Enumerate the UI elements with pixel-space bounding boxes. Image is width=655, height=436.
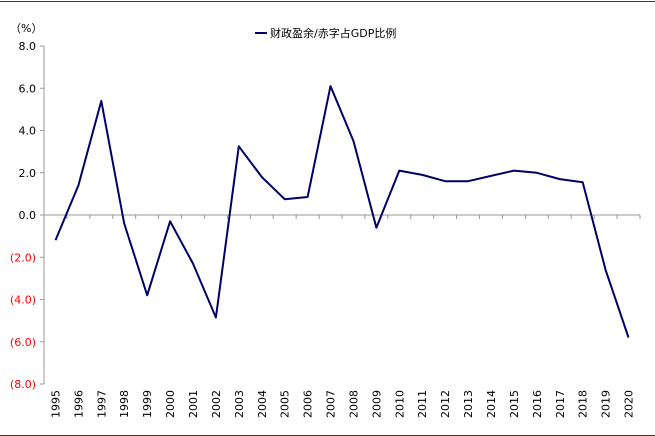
x-tick-label: 2004 xyxy=(256,390,269,418)
x-axis: 1995 1996 1997 1998 1999 2000 2001 2002 2003 2004… xyxy=(43,214,641,418)
series-line-0 xyxy=(54,85,630,338)
x-tick-label: 2000 xyxy=(164,390,177,418)
x-tick-label: 2014 xyxy=(485,390,498,418)
y-tick-label: 2.0 xyxy=(19,167,37,180)
x-tick-label: 2006 xyxy=(302,390,315,418)
y-axis: 8.0 6.0 4.0 2.0 0.0 (2.0) (4.0) (6.0) (8.0) xyxy=(10,40,45,391)
y-tick-label: (8.0) xyxy=(10,378,36,391)
y-tick-label: 0.0 xyxy=(19,209,37,222)
x-tick-label: 2010 xyxy=(393,390,406,418)
x-tick-label: 1996 xyxy=(72,390,85,418)
x-tick-label: 1998 xyxy=(118,390,131,418)
x-tick-label: 2001 xyxy=(187,390,200,418)
x-tick-label: 2019 xyxy=(600,390,613,418)
x-tick-label: 2012 xyxy=(439,390,452,418)
y-tick-label: 4.0 xyxy=(19,125,37,138)
chart-legend: 财政盈余/赤字占GDP比例 xyxy=(255,26,396,40)
series-layer xyxy=(54,85,630,338)
x-tick-label: 2011 xyxy=(416,390,429,418)
y-unit-label: （%） xyxy=(10,22,42,35)
x-tick-label: 2008 xyxy=(347,390,360,418)
x-tick-label: 1995 xyxy=(49,390,62,418)
top-border-rule xyxy=(0,1,655,2)
x-tick-label: 2003 xyxy=(233,390,246,418)
x-tick-label: 2007 xyxy=(325,390,338,418)
y-tick-label: 8.0 xyxy=(19,40,37,53)
x-tick-label: 2013 xyxy=(462,390,475,418)
x-tick-label: 1997 xyxy=(95,390,108,418)
x-tick-label: 2020 xyxy=(623,390,636,418)
y-tick-label: (2.0) xyxy=(10,251,36,264)
x-tick-label: 2018 xyxy=(577,390,590,418)
y-tick-label: 6.0 xyxy=(19,82,37,95)
x-tick-label: 1999 xyxy=(141,390,154,418)
legend-label: 财政盈余/赤字占GDP比例 xyxy=(270,26,396,40)
x-tick-label: 2005 xyxy=(279,390,292,418)
x-tick-label: 2017 xyxy=(554,390,567,418)
x-tick-label: 2009 xyxy=(370,390,383,418)
x-tick-label: 2015 xyxy=(508,390,521,418)
x-tick-label: 2016 xyxy=(531,390,544,418)
y-tick-label: (6.0) xyxy=(10,336,36,349)
x-tick-label: 2002 xyxy=(210,390,223,418)
y-tick-label: (4.0) xyxy=(10,294,36,307)
